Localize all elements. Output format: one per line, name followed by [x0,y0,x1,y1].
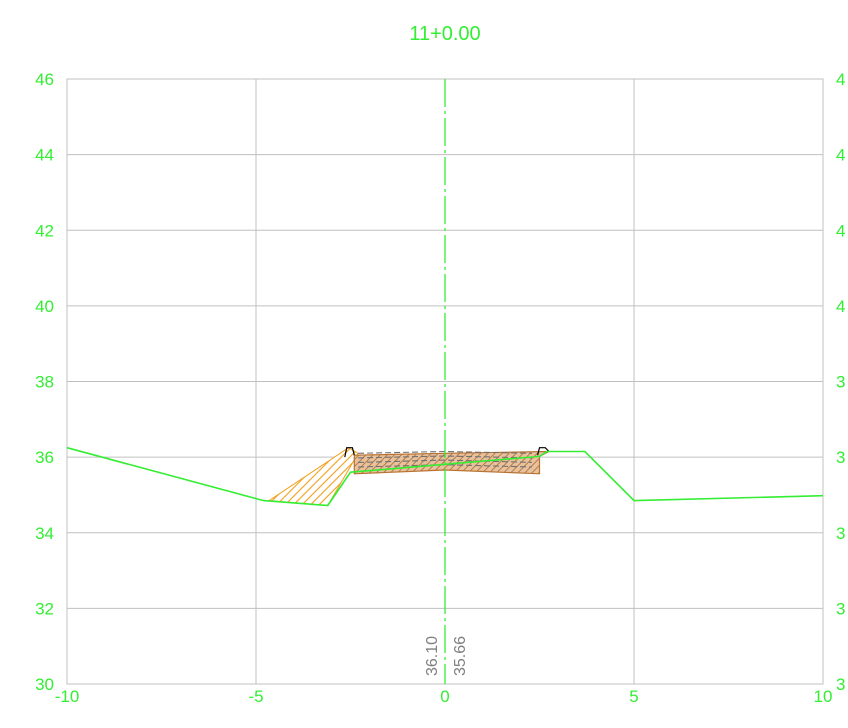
section-layers [267,447,550,507]
x-tick-label: -10 [55,687,80,706]
x-tick-label: -5 [248,687,263,706]
y-tick-label-left: 36 [35,448,54,467]
y-tick-label-right: 3 [836,373,845,392]
x-tick-label: 5 [629,687,638,706]
pavement-hatch [353,450,550,475]
y-tick-label-left: 46 [35,70,54,89]
y-tick-label-right: 3 [836,675,845,694]
y-tick-label-left: 40 [35,297,54,316]
x-tick-label: 0 [440,687,449,706]
elevation-labels: 36.10 35.66 [424,636,469,676]
elevation-label: 35.66 [452,636,469,676]
ground-profile [66,446,824,507]
y-tick-label-left: 44 [35,146,54,165]
y-tick-label-left: 34 [35,524,54,543]
ground-line [66,446,824,507]
y-axis-right-ticks: 3 3 3 3 3 4 4 4 4 [836,70,845,694]
y-tick-label-left: 38 [35,373,54,392]
y-axis-left-ticks: 30 32 34 36 38 40 42 44 46 [35,70,54,694]
y-tick-label-left: 42 [35,221,54,240]
chart-title: 11+0.00 [409,23,480,45]
x-tick-label: 10 [814,687,833,706]
y-tick-label-right: 3 [836,448,845,467]
y-tick-label-left: 32 [35,599,54,618]
y-tick-label-left: 30 [35,675,54,694]
x-axis-ticks: -10 -5 0 5 10 [55,687,833,706]
y-tick-label-right: 4 [836,70,845,89]
y-tick-label-right: 3 [836,524,845,543]
y-tick-label-right: 4 [836,297,845,316]
curb [344,447,355,458]
y-tick-label-right: 4 [836,221,845,240]
curb [537,447,550,456]
pavement-layer-line [358,459,532,463]
y-tick-label-right: 3 [836,599,845,618]
y-tick-label-right: 4 [836,146,845,165]
elevation-label: 36.10 [424,636,441,676]
